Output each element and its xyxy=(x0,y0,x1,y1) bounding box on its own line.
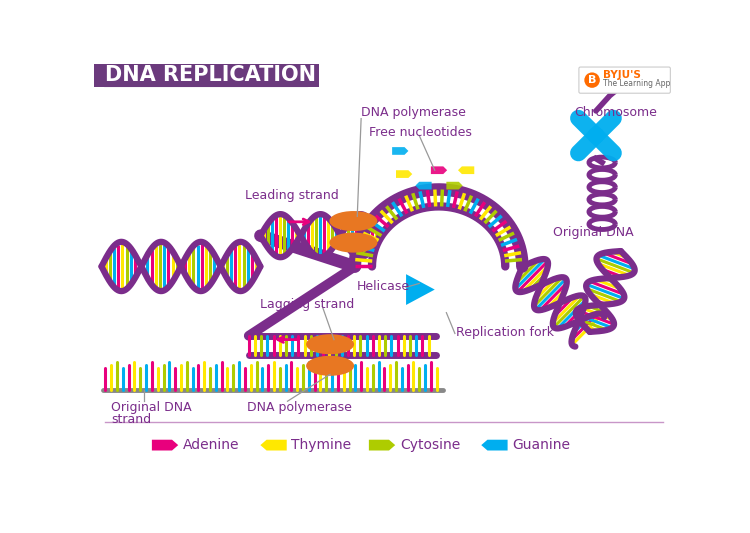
Text: Helicase: Helicase xyxy=(357,280,410,293)
Text: strand: strand xyxy=(111,413,151,426)
Polygon shape xyxy=(260,440,286,450)
Text: Thymine: Thymine xyxy=(291,438,352,452)
Circle shape xyxy=(584,72,600,88)
Text: Original DNA: Original DNA xyxy=(554,225,634,239)
Polygon shape xyxy=(406,274,435,305)
Text: Replication fork: Replication fork xyxy=(457,326,554,339)
Polygon shape xyxy=(369,440,395,450)
Text: Adenine: Adenine xyxy=(183,438,239,452)
Polygon shape xyxy=(392,147,409,155)
Polygon shape xyxy=(430,166,447,174)
Polygon shape xyxy=(482,440,508,450)
Ellipse shape xyxy=(306,356,354,376)
Circle shape xyxy=(588,128,604,143)
Text: Lagging strand: Lagging strand xyxy=(260,298,355,311)
Text: Chromosome: Chromosome xyxy=(574,106,657,119)
Polygon shape xyxy=(446,182,463,189)
Text: DNA polymerase: DNA polymerase xyxy=(362,106,466,119)
Polygon shape xyxy=(396,170,412,178)
Text: Leading strand: Leading strand xyxy=(244,189,339,203)
Text: Guanine: Guanine xyxy=(512,438,570,452)
Text: Cytosine: Cytosine xyxy=(400,438,460,452)
Ellipse shape xyxy=(329,232,377,253)
Text: Free nucleotides: Free nucleotides xyxy=(369,126,472,139)
Text: B: B xyxy=(588,75,596,85)
Polygon shape xyxy=(94,64,319,87)
Text: Original DNA: Original DNA xyxy=(111,401,191,414)
Ellipse shape xyxy=(329,211,377,231)
Polygon shape xyxy=(152,440,178,450)
Text: DNA REPLICATION: DNA REPLICATION xyxy=(104,64,316,85)
Text: DNA polymerase: DNA polymerase xyxy=(248,401,352,414)
FancyBboxPatch shape xyxy=(579,67,670,93)
Text: The Learning App: The Learning App xyxy=(603,79,670,88)
FancyBboxPatch shape xyxy=(94,64,319,87)
Polygon shape xyxy=(458,166,474,174)
Text: BYJU'S: BYJU'S xyxy=(603,70,640,80)
Ellipse shape xyxy=(306,334,354,354)
Polygon shape xyxy=(416,182,432,189)
